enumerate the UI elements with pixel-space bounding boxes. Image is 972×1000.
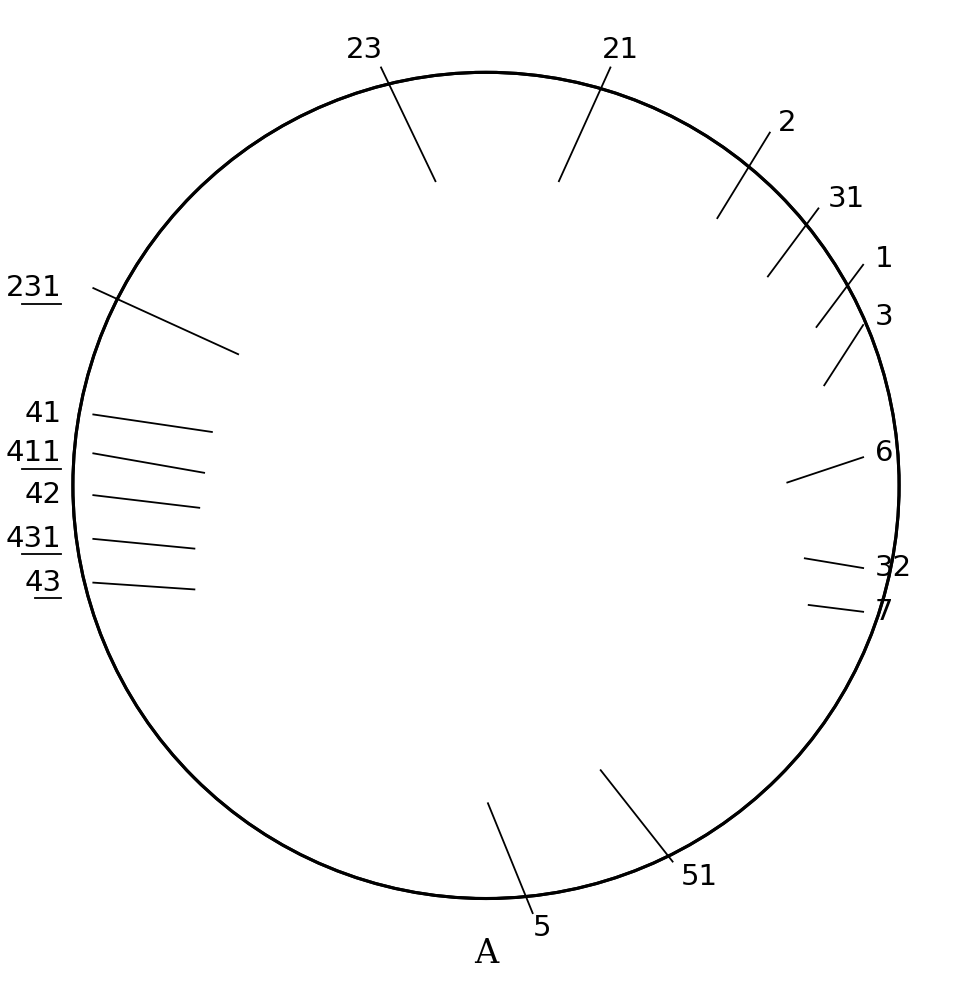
Polygon shape [182,610,386,645]
Polygon shape [324,525,804,543]
Circle shape [727,571,739,583]
Polygon shape [263,575,295,610]
Circle shape [303,447,327,470]
Circle shape [253,283,439,470]
Polygon shape [259,417,371,499]
Polygon shape [426,347,743,680]
Text: 42: 42 [24,481,61,509]
Polygon shape [703,523,764,541]
Polygon shape [703,389,764,407]
Circle shape [503,309,638,444]
Text: 1: 1 [875,245,893,273]
Text: 23: 23 [346,36,383,64]
Text: 6: 6 [875,439,893,467]
Circle shape [548,503,623,577]
Polygon shape [371,330,449,499]
Polygon shape [373,452,403,487]
Polygon shape [259,330,449,417]
Text: 2: 2 [778,109,796,137]
Polygon shape [831,347,893,534]
Polygon shape [703,478,764,497]
Circle shape [576,505,592,520]
Circle shape [727,526,739,538]
Polygon shape [151,347,972,680]
Polygon shape [403,444,411,487]
Polygon shape [233,295,754,528]
Polygon shape [713,400,776,540]
Polygon shape [280,196,526,301]
Circle shape [564,518,607,561]
Text: 3: 3 [875,303,893,331]
Polygon shape [663,388,756,517]
Text: 31: 31 [828,185,865,213]
Polygon shape [703,67,972,330]
Circle shape [477,283,664,470]
Polygon shape [233,50,451,528]
Text: 231: 231 [6,274,61,302]
Circle shape [320,350,372,403]
Polygon shape [657,196,750,476]
Polygon shape [197,307,644,534]
Polygon shape [433,196,526,476]
Polygon shape [831,347,945,417]
Circle shape [315,213,502,400]
Text: 41: 41 [24,400,61,428]
Polygon shape [500,388,756,493]
Circle shape [727,392,739,404]
PathPatch shape [0,14,972,986]
Circle shape [544,350,597,403]
Text: 411: 411 [6,439,61,467]
Circle shape [727,482,739,493]
Polygon shape [703,330,764,645]
Circle shape [727,437,739,448]
Polygon shape [703,567,764,586]
Polygon shape [295,566,302,610]
Polygon shape [500,493,663,517]
Text: 7: 7 [875,598,893,626]
Polygon shape [831,417,883,534]
Circle shape [291,434,339,483]
Polygon shape [703,344,764,363]
Text: 5: 5 [533,914,552,942]
Circle shape [393,505,408,520]
Text: A: A [474,938,498,970]
Text: 431: 431 [6,525,61,553]
Polygon shape [197,534,442,592]
Polygon shape [514,406,750,511]
Polygon shape [503,196,750,301]
Polygon shape [243,347,558,680]
Polygon shape [703,612,764,631]
Circle shape [727,616,739,627]
Polygon shape [514,511,657,569]
Polygon shape [764,67,972,645]
Circle shape [544,468,618,542]
Polygon shape [151,680,712,738]
Polygon shape [151,347,446,738]
Text: 51: 51 [680,863,717,891]
Circle shape [560,483,603,526]
Text: 21: 21 [602,36,639,64]
Polygon shape [197,307,399,592]
Text: 32: 32 [875,554,912,582]
Polygon shape [233,50,972,295]
Circle shape [279,309,413,444]
Polygon shape [703,433,764,452]
Circle shape [539,213,726,400]
Text: 43: 43 [24,569,61,597]
Circle shape [727,347,739,359]
Polygon shape [657,406,750,569]
